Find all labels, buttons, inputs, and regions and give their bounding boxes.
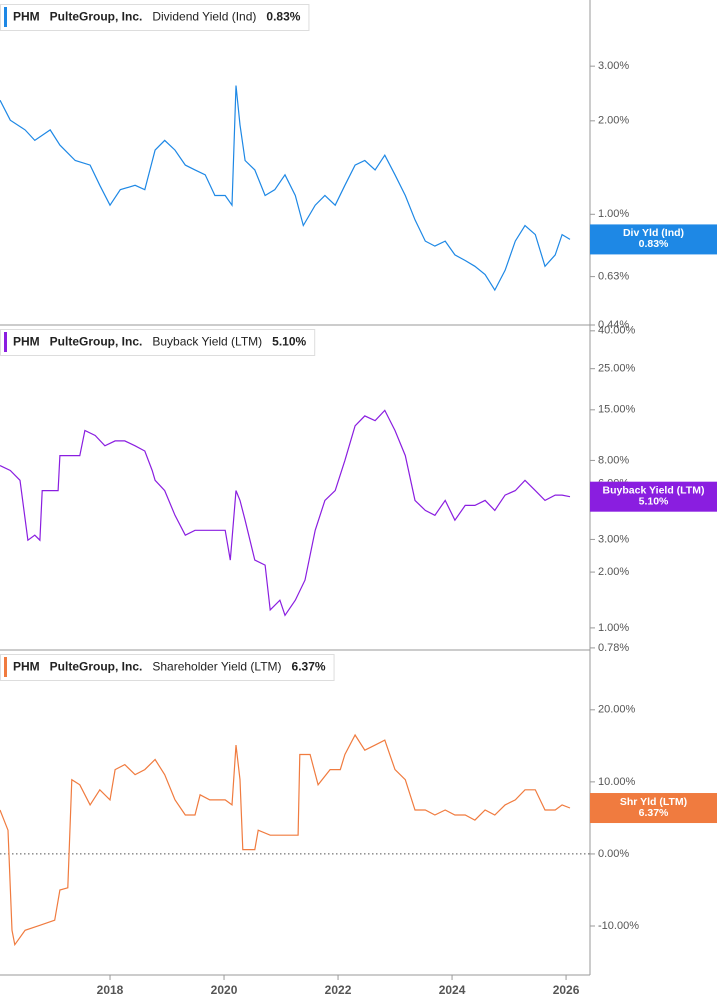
legend-color (4, 7, 7, 27)
legend: PHM PulteGroup, Inc. Buyback Yield (LTM) 5.… (0, 329, 316, 356)
legend-series-name: Shareholder Yield (LTM) (152, 660, 281, 674)
legend: PHM PulteGroup, Inc. Shareholder Yield (LT… (0, 654, 335, 681)
legend-company: PulteGroup, Inc. (50, 660, 143, 674)
legend-value: 6.37% (292, 660, 326, 674)
y-tick-label: 20.00% (598, 704, 636, 716)
legend: PHM PulteGroup, Inc. Dividend Yield (Ind) 0… (0, 4, 310, 31)
y-tick-label: -10.00% (598, 920, 639, 932)
y-tick-label: 8.00% (598, 454, 629, 466)
legend-color (4, 657, 7, 677)
legend-company: PulteGroup, Inc. (50, 10, 143, 24)
y-tick-label: 3.00% (598, 533, 629, 545)
value-badge (590, 793, 717, 824)
badge-label: Shr Yld (LTM) (620, 796, 687, 808)
badge-label: Buyback Yield (LTM) (603, 484, 705, 496)
y-tick-label: 0.63% (598, 271, 629, 283)
y-tick-label: 1.00% (598, 208, 629, 220)
x-tick-label: 2020 (211, 983, 238, 997)
y-tick-label: 1.00% (598, 622, 629, 634)
series-line (0, 733, 571, 947)
legend-value: 0.83% (266, 10, 300, 24)
badge-value: 0.83% (639, 238, 669, 250)
legend-ticker: PHM (13, 10, 40, 24)
value-badge (590, 224, 717, 255)
x-tick-label: 2026 (553, 983, 580, 997)
legend-ticker: PHM (13, 335, 40, 349)
legend-ticker: PHM (13, 660, 40, 674)
x-tick-label: 2024 (439, 983, 466, 997)
y-tick-label: 0.44% (598, 319, 629, 331)
y-tick-label: 2.00% (598, 566, 629, 578)
y-tick-label: 15.00% (598, 404, 636, 416)
legend-color (4, 332, 7, 352)
badge-label: Div Yld (Ind) (623, 227, 684, 239)
legend-box (0, 654, 335, 681)
y-tick-label: 40.00% (598, 325, 636, 337)
value-badge (590, 481, 717, 512)
y-tick-label: 0.78% (598, 642, 629, 654)
y-tick-label: 3.00% (598, 60, 629, 72)
badge-value: 5.10% (639, 495, 669, 507)
x-tick-label: 2022 (325, 983, 352, 997)
series-line (0, 409, 571, 617)
y-tick-label: 2.00% (598, 115, 629, 127)
y-tick-label: 10.00% (598, 776, 636, 788)
x-tick-label: 2018 (97, 983, 124, 997)
legend-box (0, 329, 316, 356)
legend-series-name: Buyback Yield (LTM) (152, 335, 262, 349)
y-tick-label: 0.00% (598, 848, 629, 860)
legend-value: 5.10% (272, 335, 306, 349)
legend-series-name: Dividend Yield (Ind) (152, 10, 256, 24)
legend-box (0, 4, 310, 31)
legend-company: PulteGroup, Inc. (50, 335, 143, 349)
y-tick-label: 25.00% (598, 363, 636, 375)
badge-value: 6.37% (639, 807, 669, 819)
series-line (0, 85, 571, 292)
